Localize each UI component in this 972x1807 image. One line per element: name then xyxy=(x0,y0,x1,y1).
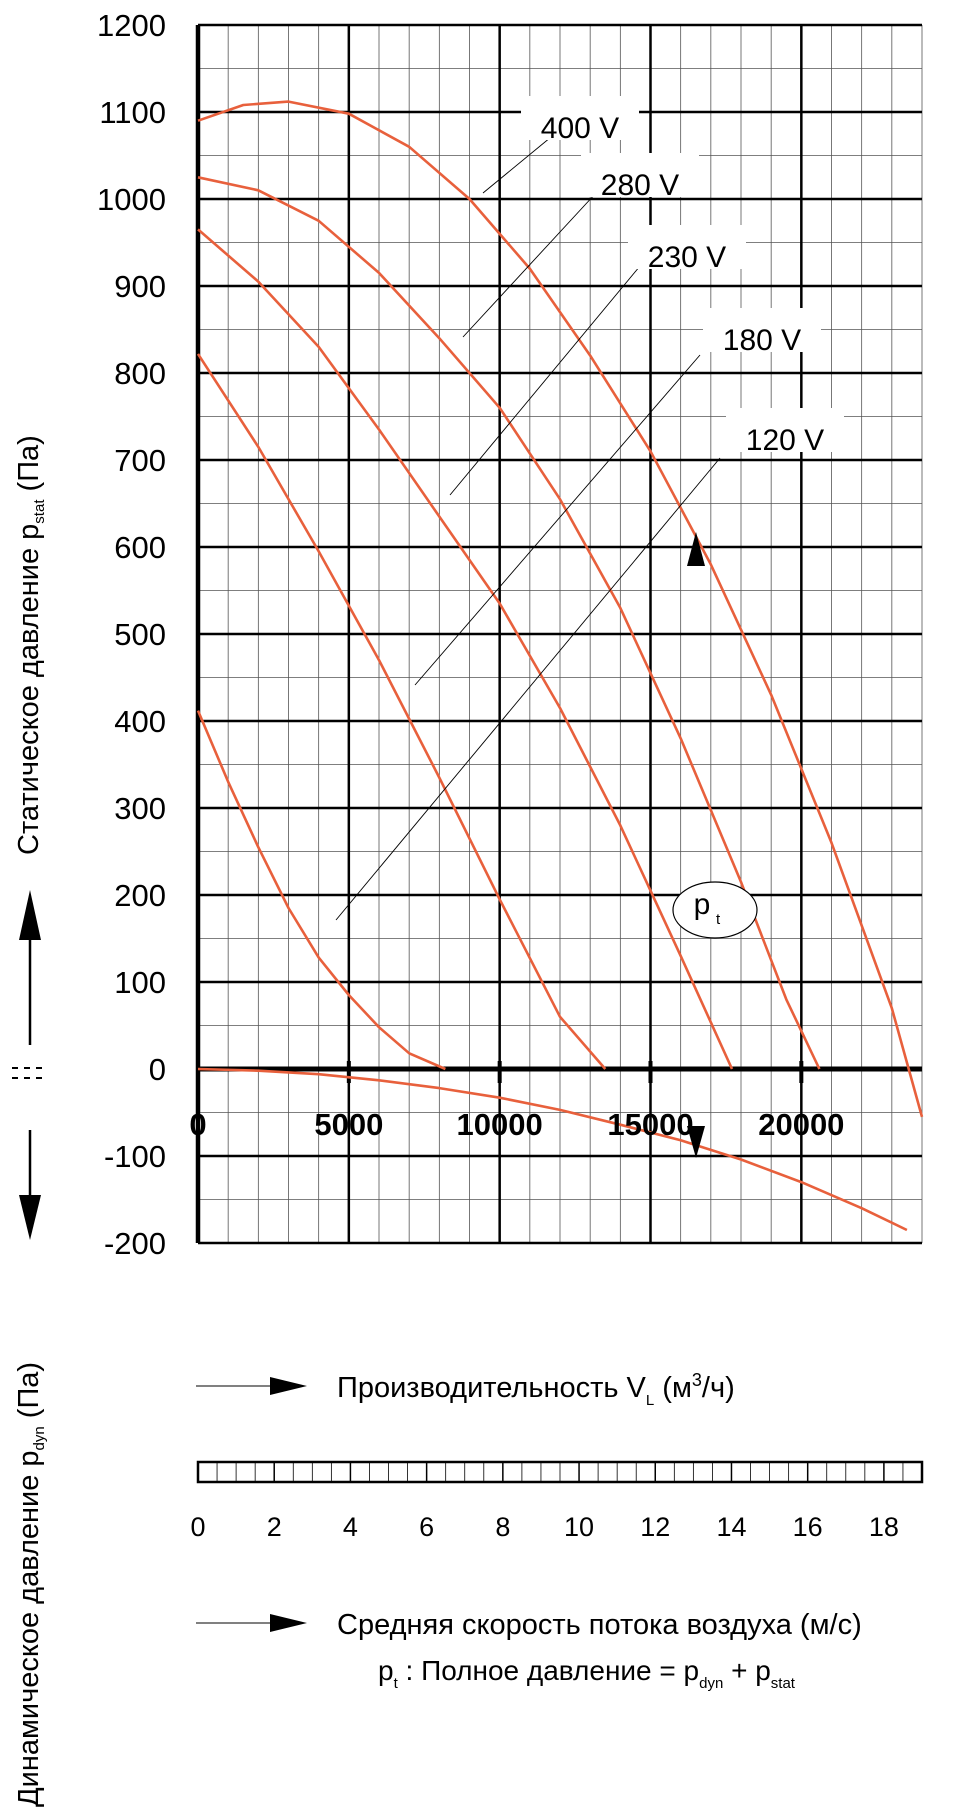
y-tick-label: 0 xyxy=(149,1052,166,1087)
x-axis-title-flow: Производительность VL (м3/ч) xyxy=(337,1370,735,1409)
y-tick-label: 800 xyxy=(114,356,166,391)
x-axis-ticks: 0 5000 10000 15000 20000 xyxy=(189,1107,844,1142)
total-pressure-caption: pt : Полное давление = pdyn + pstat xyxy=(378,1655,796,1692)
flow-legend-arrow-icon xyxy=(196,1377,307,1395)
pt-up-marker-icon xyxy=(687,532,705,566)
svg-text:t: t xyxy=(716,911,721,928)
major-grid xyxy=(195,23,922,1245)
y-tick-label: 1100 xyxy=(99,95,166,130)
up-arrow-icon xyxy=(19,890,41,1045)
pt-label: p t xyxy=(672,881,758,939)
y-tick-label: 300 xyxy=(114,791,166,826)
curve-120-v xyxy=(196,710,446,1071)
y-tick-label: -100 xyxy=(104,1139,166,1174)
leader-line xyxy=(414,354,701,686)
velocity-tick-label: 0 xyxy=(190,1512,205,1542)
voltage-label-bg xyxy=(581,153,699,197)
svg-text:p: p xyxy=(694,888,711,921)
velocity-tick-label: 2 xyxy=(267,1512,282,1542)
curve-230-v xyxy=(197,228,734,1070)
y-tick-label: 700 xyxy=(114,443,166,478)
voltage-labels: 400 V 280 V 230 V 180 V 120 V xyxy=(521,96,844,457)
curve-p_dyn xyxy=(197,1067,908,1232)
leader-line xyxy=(449,265,641,496)
voltage-label-bg xyxy=(726,408,844,452)
voltage-label: 180 V xyxy=(723,324,801,357)
voltage-label-bg xyxy=(521,96,639,140)
voltage-label: 120 V xyxy=(746,424,824,457)
y-axis-title-static: Статическое давление pstat (Па) xyxy=(13,435,48,855)
velocity-tick-label: 18 xyxy=(869,1512,899,1542)
y-tick-label: 600 xyxy=(114,530,166,565)
down-arrow-icon xyxy=(19,1130,41,1240)
voltage-label-bg xyxy=(703,308,821,352)
curve-180-v xyxy=(196,353,607,1070)
x-tick-label: 5000 xyxy=(314,1107,383,1142)
x-tick-label: 10000 xyxy=(457,1107,543,1142)
velocity-tick-label: 12 xyxy=(640,1512,670,1542)
x-tick-label: 15000 xyxy=(607,1107,693,1142)
voltage-label: 280 V xyxy=(601,169,679,202)
y-tick-label: 400 xyxy=(114,704,166,739)
curve-400-v xyxy=(197,100,924,1118)
y-axis-title-dynamic: Динамическое давление pdyn (Па) xyxy=(13,1362,48,1807)
voltage-label: 230 V xyxy=(648,241,726,274)
separator-dashes-icon xyxy=(12,1067,44,1079)
voltage-label: 400 V xyxy=(541,112,619,145)
velocity-tick-label: 16 xyxy=(793,1512,823,1542)
velocity-tick-label: 6 xyxy=(419,1512,434,1542)
velocity-tick-label: 4 xyxy=(343,1512,358,1542)
velocity-tick-label: 10 xyxy=(564,1512,594,1542)
y-tick-label: 100 xyxy=(114,965,166,1000)
y-axis-ticks: 1200110010009008007006005004003002001000… xyxy=(97,8,166,1261)
velocity-tick-label: 14 xyxy=(716,1512,746,1542)
y-tick-label: 200 xyxy=(114,878,166,913)
y-tick-label: 500 xyxy=(114,617,166,652)
velocity-scale: 0 2 4 6 8 10 12 14 16 18 xyxy=(190,1460,924,1542)
velocity-legend-arrow-icon xyxy=(196,1614,307,1632)
y-tick-label: 900 xyxy=(114,269,166,304)
pt-down-marker-icon xyxy=(687,1126,705,1158)
y-tick-label: 1200 xyxy=(97,8,166,43)
leader-line xyxy=(335,457,721,921)
x-tick-label: 0 xyxy=(189,1107,206,1142)
leader-line xyxy=(462,192,597,338)
velocity-tick-label: 8 xyxy=(495,1512,510,1542)
x-tick-label: 20000 xyxy=(758,1107,844,1142)
velocity-axis-title: Средняя скорость потока воздуха (м/с) xyxy=(337,1609,862,1641)
y-tick-label: -200 xyxy=(104,1226,166,1261)
y-tick-label: 1000 xyxy=(97,182,166,217)
voltage-label-bg xyxy=(628,225,746,269)
